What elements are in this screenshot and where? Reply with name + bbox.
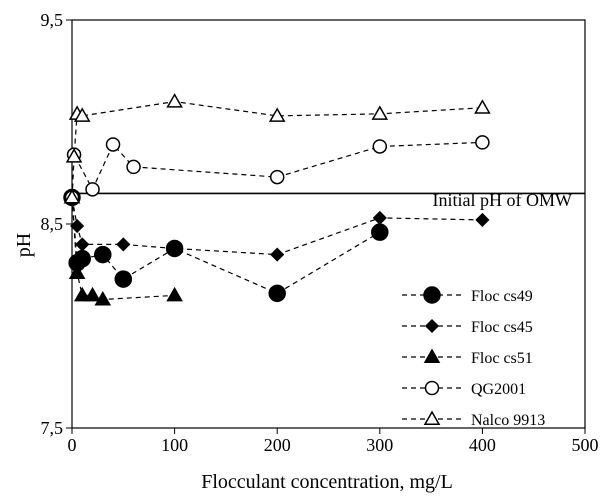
data-point — [75, 237, 90, 252]
legend-entry: Floc cs51 — [402, 348, 533, 367]
series-floc-cs49 — [63, 188, 389, 303]
data-point — [475, 135, 490, 150]
data-point — [63, 188, 81, 204]
series-line — [71, 197, 483, 256]
data-point — [70, 218, 85, 234]
data-point — [116, 237, 131, 252]
data-point — [475, 212, 490, 227]
legend-marker — [424, 318, 440, 334]
series-floc-cs45 — [64, 190, 490, 262]
data-point — [269, 169, 285, 185]
y-tick-label: 7,5 — [41, 418, 64, 438]
legend-marker — [423, 286, 441, 304]
axis-ticks: 0 100 200 300 400 500 7,5 8,5 9,5 — [41, 10, 599, 455]
y-tick-label: 8,5 — [41, 214, 64, 234]
data-point — [166, 93, 183, 108]
data-point — [84, 286, 101, 302]
data-point — [268, 107, 286, 122]
data-point — [166, 286, 183, 302]
data-point — [94, 290, 112, 306]
x-tick-label: 0 — [68, 435, 77, 455]
data-point — [68, 264, 86, 279]
legend-label: Nalco 9913 — [471, 412, 545, 429]
legend-entry: Floc cs49 — [402, 286, 533, 305]
legend-label: QG2001 — [471, 381, 526, 398]
x-tick-label: 500 — [572, 435, 599, 455]
x-axis-title: Flocculant concentration, mg/L — [201, 471, 453, 493]
series-layer — [63, 93, 491, 306]
legend-entry: QG2001 — [402, 380, 526, 398]
legend-entry: Nalco 9913 — [402, 410, 545, 429]
data-point — [372, 139, 388, 154]
data-point — [474, 99, 491, 114]
data-point — [105, 137, 121, 152]
data-point — [114, 270, 133, 288]
x-tick-label: 200 — [264, 435, 291, 455]
data-point — [371, 223, 389, 241]
y-axis-title: pH — [13, 233, 35, 257]
data-point — [126, 159, 141, 175]
legend-marker — [423, 348, 441, 363]
legend-marker — [423, 410, 441, 425]
data-point — [73, 107, 91, 122]
data-point — [167, 241, 182, 256]
data-point — [372, 210, 387, 225]
x-tick-label: 300 — [366, 435, 393, 455]
data-point — [94, 245, 112, 264]
series-line — [71, 197, 175, 301]
data-point — [85, 182, 100, 197]
x-tick-label: 100 — [161, 435, 188, 455]
legend-label: Floc cs45 — [471, 319, 533, 336]
initial-ph-annotation: Initial pH of OMW — [433, 190, 572, 210]
legend: Floc cs49 Floc cs45 Floc cs51 QG2001 Nalco 9… — [402, 286, 545, 429]
x-tick-label: 400 — [469, 435, 496, 455]
legend-label: Floc cs51 — [471, 350, 533, 367]
data-point — [268, 284, 286, 303]
legend-entry: Floc cs45 — [402, 318, 533, 336]
data-point — [270, 247, 285, 262]
data-point — [65, 148, 83, 163]
data-point — [73, 286, 91, 302]
data-point — [371, 105, 389, 120]
legend-marker — [424, 380, 440, 396]
series-nalco-9913 — [63, 93, 491, 204]
y-tick-label: 9,5 — [41, 10, 64, 30]
legend-label: Floc cs49 — [471, 288, 533, 305]
